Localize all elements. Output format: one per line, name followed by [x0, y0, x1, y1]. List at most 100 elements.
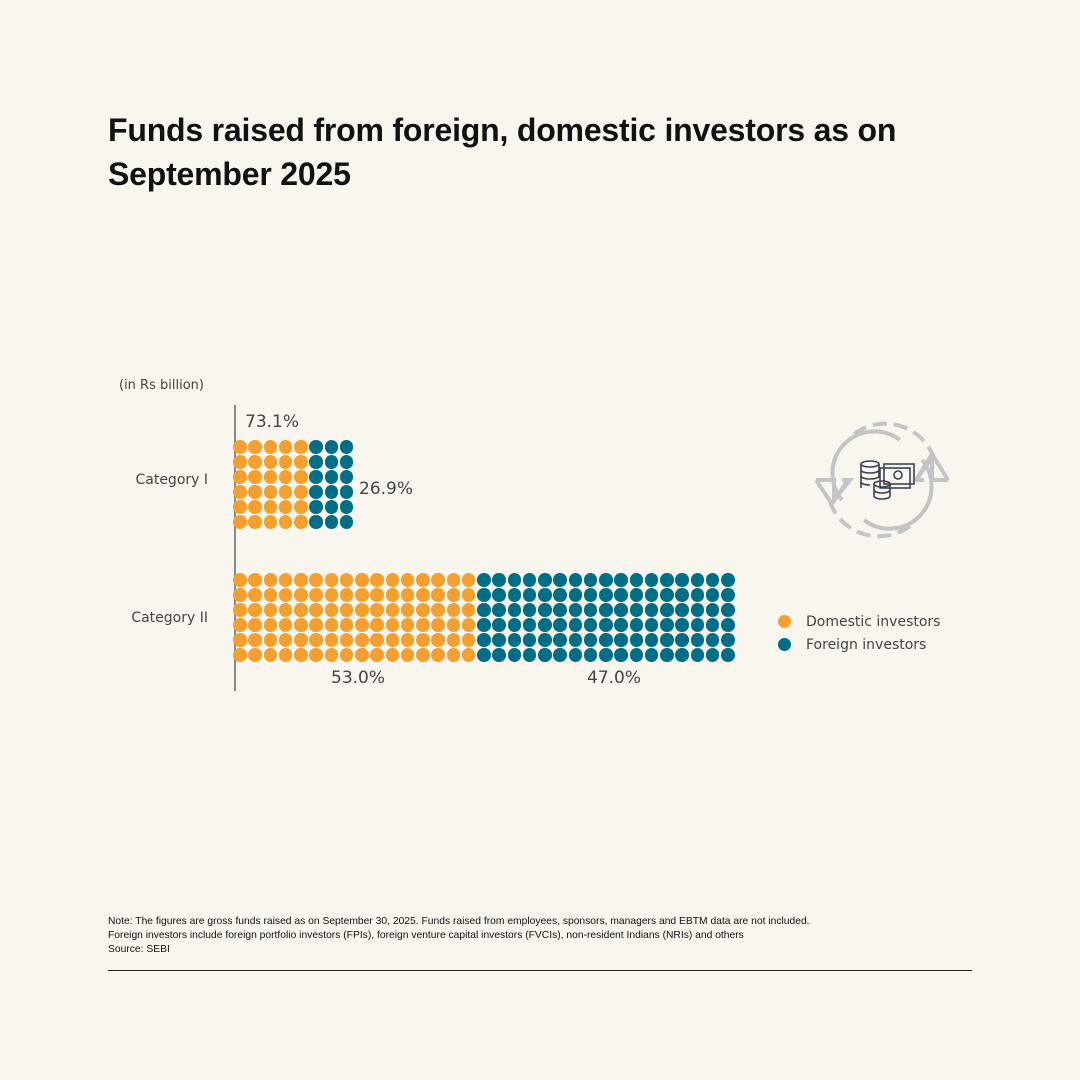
- foreign-dot: [477, 588, 491, 602]
- legend-label-domestic: Domestic investors: [806, 613, 941, 630]
- foreign-dot: [492, 648, 506, 662]
- domestic-dot: [248, 440, 262, 454]
- domestic-dot: [461, 573, 476, 587]
- foreign-dot: [614, 588, 628, 602]
- domestic-dot: [263, 603, 277, 617]
- domestic-dot: [385, 648, 399, 662]
- foreign-dot: [660, 603, 674, 617]
- domestic-dot: [263, 500, 277, 514]
- foreign-dot: [675, 588, 689, 602]
- domestic-dot: [248, 455, 262, 469]
- domestic-dot: [446, 573, 460, 587]
- foreign-dot: [492, 573, 506, 587]
- foreign-dot: [690, 633, 704, 647]
- domestic-dot: [309, 588, 323, 602]
- cat1-domestic-pct: 73.1%: [245, 412, 300, 432]
- domestic-dot: [263, 648, 277, 662]
- domestic-dot: [339, 618, 354, 632]
- domestic-dot: [400, 603, 415, 617]
- foreign-dot: [339, 485, 354, 499]
- domestic-dot: [278, 485, 293, 499]
- domestic-dot: [294, 440, 308, 454]
- domestic-dot: [278, 455, 293, 469]
- domestic-dot: [370, 573, 384, 587]
- domestic-dot: [248, 470, 262, 484]
- domestic-dot: [294, 470, 308, 484]
- domestic-dot: [324, 633, 338, 647]
- foreign-dot: [507, 588, 521, 602]
- category-label-1: Category I: [135, 472, 208, 488]
- cat1-foreign-pct: 26.9%: [359, 479, 414, 499]
- domestic-dot: [400, 588, 415, 602]
- foreign-dot: [538, 633, 552, 647]
- foreign-dot: [568, 633, 582, 647]
- foreign-dot: [721, 603, 735, 617]
- foreign-dot: [477, 603, 491, 617]
- source-line: Source: SEBI: [108, 944, 170, 955]
- foreign-dot: [492, 633, 506, 647]
- domestic-dot: [294, 573, 308, 587]
- domestic-dot: [370, 633, 384, 647]
- domestic-dot: [309, 603, 323, 617]
- domestic-dot: [385, 588, 399, 602]
- domestic-dot: [278, 573, 293, 587]
- foreign-dot: [644, 588, 659, 602]
- domestic-dot: [355, 573, 369, 587]
- foreign-dot: [583, 633, 598, 647]
- foreign-dot: [507, 603, 521, 617]
- domestic-dot: [461, 603, 476, 617]
- domestic-dot: [309, 633, 323, 647]
- foreign-dot: [583, 588, 598, 602]
- domestic-dot: [278, 618, 293, 632]
- foreign-dot: [309, 500, 323, 514]
- domestic-dot: [233, 603, 247, 617]
- foreign-dot: [705, 603, 720, 617]
- domestic-dot: [233, 573, 247, 587]
- foreign-dot: [705, 573, 720, 587]
- domestic-dot: [248, 573, 262, 587]
- domestic-dot: [355, 588, 369, 602]
- foreign-dot: [660, 633, 674, 647]
- domestic-dot: [233, 455, 247, 469]
- foreign-dot: [721, 573, 735, 587]
- domestic-dot: [294, 455, 308, 469]
- foreign-dot: [309, 455, 323, 469]
- domestic-dot: [278, 603, 293, 617]
- foreign-dot: [583, 603, 598, 617]
- domestic-dot: [263, 573, 277, 587]
- foreign-dot: [644, 573, 659, 587]
- foreign-dot: [538, 588, 552, 602]
- foreign-dot: [339, 500, 354, 514]
- foreign-dot: [583, 648, 598, 662]
- domestic-dot: [446, 633, 460, 647]
- domestic-dot: [294, 633, 308, 647]
- foreign-dot: [629, 603, 643, 617]
- unit-label: (in Rs billion): [119, 378, 204, 393]
- foreign-dot: [538, 618, 552, 632]
- domestic-dot: [370, 618, 384, 632]
- foreign-dot: [309, 515, 323, 529]
- domestic-dot: [416, 573, 430, 587]
- foreign-dot: [553, 618, 567, 632]
- domestic-dot: [278, 440, 293, 454]
- domestic-dot: [294, 515, 308, 529]
- domestic-dot: [278, 633, 293, 647]
- domestic-dot: [278, 515, 293, 529]
- foreign-dot: [538, 648, 552, 662]
- domestic-dot: [400, 633, 415, 647]
- domestic-dot: [248, 500, 262, 514]
- domestic-dot: [309, 648, 323, 662]
- domestic-dot: [248, 618, 262, 632]
- domestic-dot: [461, 633, 476, 647]
- domestic-dot: [233, 633, 247, 647]
- domestic-dot: [248, 515, 262, 529]
- foreign-dot: [599, 603, 613, 617]
- foreign-dot: [553, 648, 567, 662]
- domestic-dot: [263, 633, 277, 647]
- foreign-dot: [568, 618, 582, 632]
- foreign-dot: [522, 573, 537, 587]
- money-exchange-cycle-icon: [814, 421, 950, 539]
- domestic-dot: [233, 648, 247, 662]
- domestic-dot: [431, 648, 445, 662]
- domestic-dot: [355, 603, 369, 617]
